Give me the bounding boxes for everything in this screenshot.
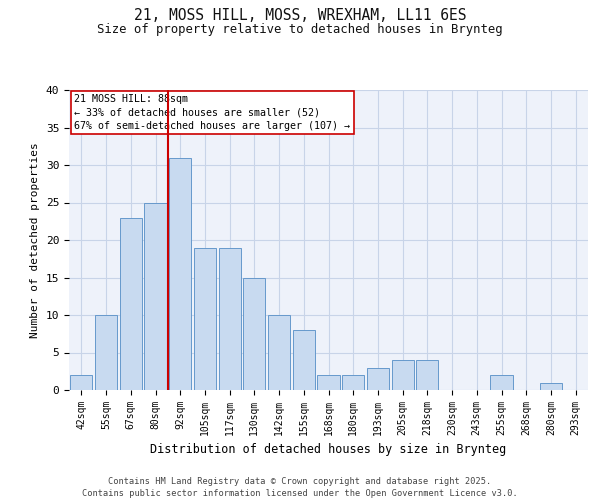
Bar xyxy=(95,315,117,390)
Bar xyxy=(218,248,241,390)
Bar xyxy=(342,375,364,390)
Bar xyxy=(317,375,340,390)
Bar xyxy=(194,248,216,390)
Bar xyxy=(293,330,315,390)
Bar xyxy=(243,278,265,390)
Text: 21, MOSS HILL, MOSS, WREXHAM, LL11 6ES: 21, MOSS HILL, MOSS, WREXHAM, LL11 6ES xyxy=(134,8,466,22)
Text: 21 MOSS HILL: 88sqm
← 33% of detached houses are smaller (52)
67% of semi-detach: 21 MOSS HILL: 88sqm ← 33% of detached ho… xyxy=(74,94,350,131)
Bar xyxy=(490,375,512,390)
X-axis label: Distribution of detached houses by size in Brynteg: Distribution of detached houses by size … xyxy=(151,444,506,456)
Y-axis label: Number of detached properties: Number of detached properties xyxy=(30,142,40,338)
Bar xyxy=(392,360,414,390)
Bar xyxy=(119,218,142,390)
Bar xyxy=(416,360,439,390)
Bar xyxy=(70,375,92,390)
Text: Contains HM Land Registry data © Crown copyright and database right 2025.
Contai: Contains HM Land Registry data © Crown c… xyxy=(82,476,518,498)
Bar xyxy=(540,382,562,390)
Bar xyxy=(169,158,191,390)
Text: Size of property relative to detached houses in Brynteg: Size of property relative to detached ho… xyxy=(97,22,503,36)
Bar xyxy=(268,315,290,390)
Bar xyxy=(145,202,167,390)
Bar xyxy=(367,368,389,390)
